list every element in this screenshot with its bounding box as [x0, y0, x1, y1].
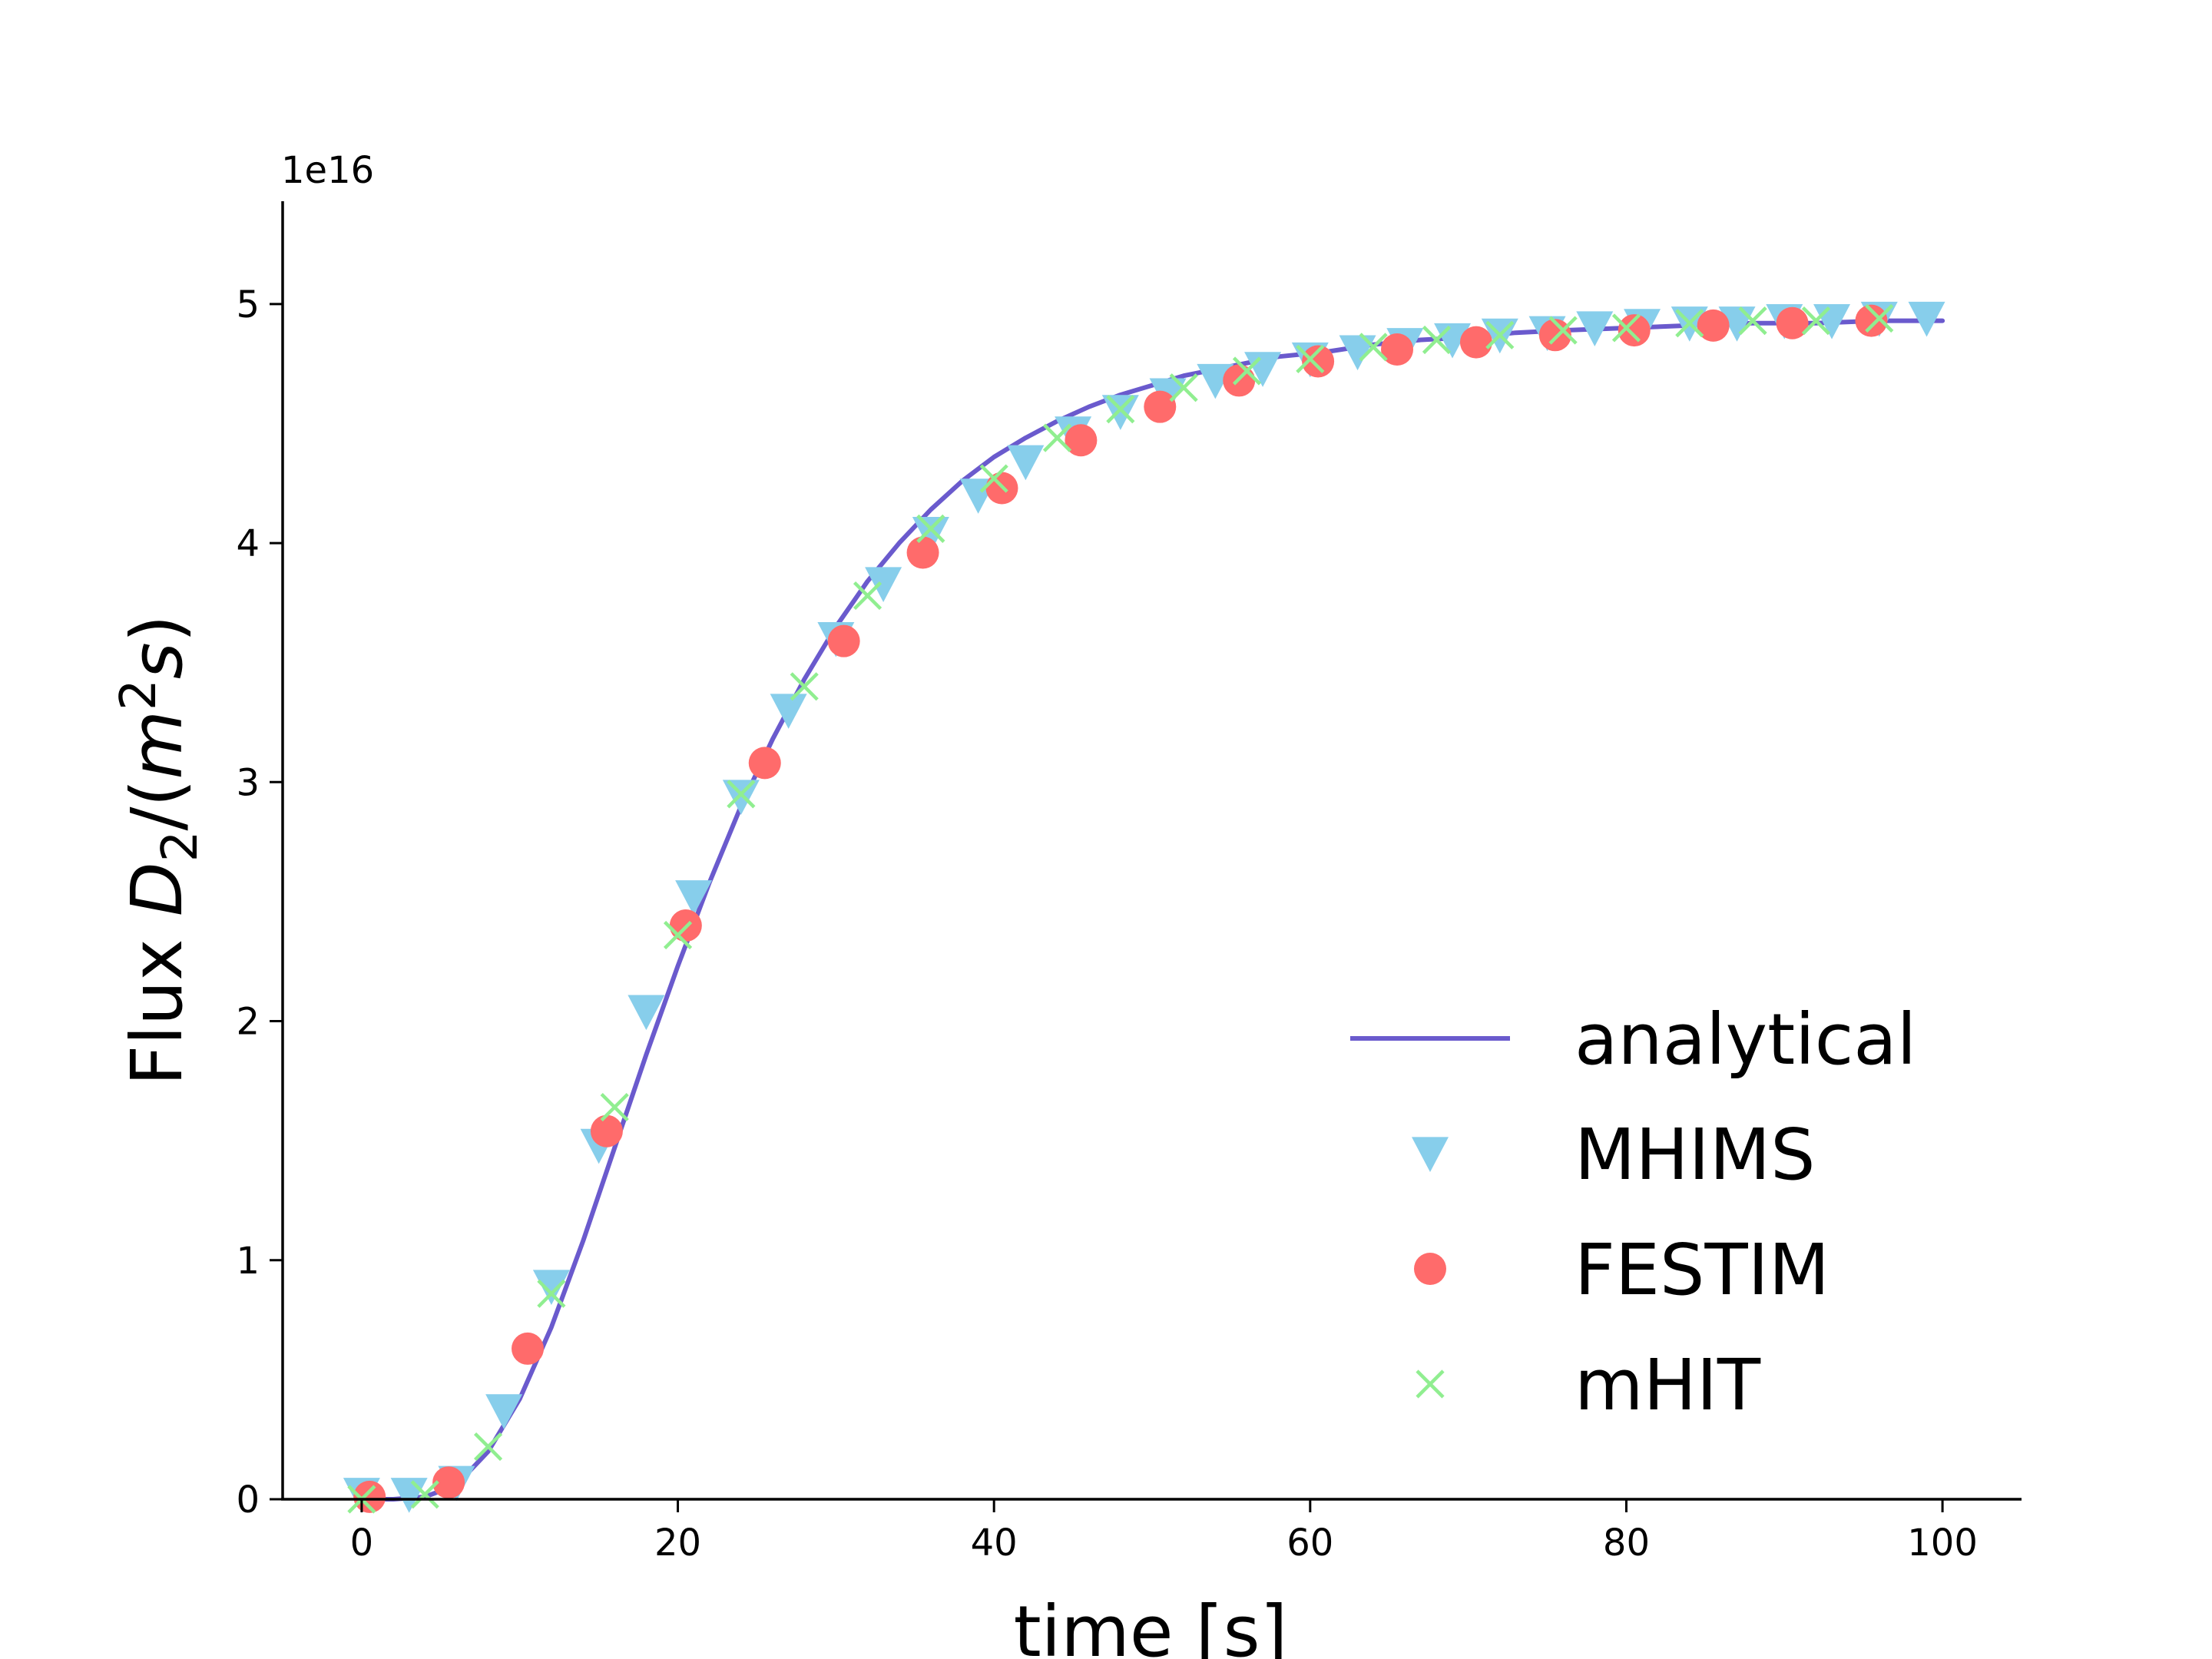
x-axis-label: time [s]	[1014, 1591, 1288, 1659]
data-point-FESTIM	[1538, 319, 1571, 352]
legend-item: analytical	[1350, 998, 1916, 1081]
data-point-MHIMS	[1007, 445, 1045, 481]
series-mHIT	[347, 303, 1894, 1514]
x-tick-label: 60	[1286, 1522, 1333, 1565]
legend-swatch	[1412, 1137, 1449, 1172]
data-point-MHIMS	[485, 1394, 523, 1429]
data-point-FESTIM	[1302, 345, 1335, 378]
data-point-mHIT	[853, 581, 882, 611]
legend-label: analytical	[1575, 998, 1916, 1081]
x-tick-label: 40	[971, 1522, 1018, 1565]
data-point-mHIT	[537, 1279, 566, 1308]
data-point-mHIT	[727, 780, 756, 809]
data-point-MHIMS	[532, 1270, 570, 1306]
data-point-mHIT	[663, 920, 693, 950]
data-point-mHIT	[1548, 316, 1578, 345]
data-point-FESTIM	[827, 624, 860, 657]
data-point-mHIT	[1611, 313, 1641, 343]
legend-item: MHIMS	[1412, 1114, 1815, 1196]
data-point-MHIMS	[1908, 301, 1945, 337]
data-point-MHIMS	[1339, 335, 1376, 371]
data-point-MHIMS	[770, 694, 807, 729]
data-point-FESTIM	[1618, 314, 1651, 347]
data-point-mHIT	[1865, 303, 1894, 333]
data-point-MHIMS	[675, 880, 713, 916]
data-point-FESTIM	[1459, 326, 1492, 359]
data-point-mHIT	[600, 1092, 629, 1122]
data-point-FESTIM	[1065, 424, 1098, 457]
x-tick-label: 80	[1603, 1522, 1650, 1565]
y-offset-text: 1e16	[281, 149, 374, 192]
data-point-MHIMS	[912, 517, 949, 552]
legend-label: mHIT	[1575, 1344, 1761, 1426]
data-point-FESTIM	[432, 1466, 465, 1499]
data-point-FESTIM	[1697, 309, 1730, 342]
y-tick-label: 0	[236, 1479, 260, 1522]
data-point-FESTIM	[590, 1114, 623, 1147]
data-point-FESTIM	[1855, 304, 1888, 337]
y-tick-label: 2	[236, 1001, 260, 1044]
data-point-mHIT	[1232, 356, 1262, 386]
data-point-mHIT	[1675, 309, 1704, 338]
data-point-FESTIM	[1381, 333, 1414, 366]
x-tick-label: 100	[1907, 1522, 1978, 1565]
y-ticks: 0 1 2 3 4 5	[236, 283, 283, 1522]
y-axis-label: Flux D2/(m2s)	[111, 614, 209, 1085]
y-tick-label: 5	[236, 283, 260, 326]
data-point-mHIT	[410, 1480, 439, 1509]
legend-label: MHIMS	[1575, 1114, 1815, 1196]
data-point-mHIT	[1106, 395, 1135, 424]
legend-swatch	[1416, 1369, 1445, 1399]
data-point-mHIT	[1296, 344, 1325, 374]
data-point-MHIMS	[628, 995, 665, 1031]
data-point-mHIT	[916, 514, 945, 543]
data-point-FESTIM	[906, 536, 939, 569]
data-point-mHIT	[1485, 320, 1515, 349]
legend-item: FESTIM	[1414, 1229, 1830, 1311]
data-point-FESTIM	[1144, 390, 1177, 423]
y-tick-label: 4	[236, 522, 260, 565]
x-ticks: 0 20 40 60 80 100	[350, 1499, 1978, 1565]
legend-label: FESTIM	[1575, 1229, 1830, 1311]
data-point-FESTIM	[1776, 306, 1809, 339]
data-point-mHIT	[1042, 423, 1072, 452]
data-point-MHIMS	[1244, 352, 1282, 387]
data-point-mHIT	[1801, 306, 1831, 336]
y-tick-label: 1	[236, 1240, 260, 1283]
data-point-MHIMS	[1197, 363, 1234, 399]
y-tick-label: 3	[236, 761, 260, 804]
series-MHIMS	[343, 301, 1945, 1513]
data-point-FESTIM	[748, 747, 781, 780]
legend-swatch	[1414, 1253, 1446, 1285]
data-point-mHIT	[1169, 373, 1198, 402]
data-point-MHIMS	[1576, 311, 1614, 346]
x-tick-label: 20	[654, 1522, 701, 1565]
data-point-mHIT	[790, 672, 819, 701]
data-point-FESTIM	[512, 1332, 545, 1365]
series-line-analytical	[359, 318, 1945, 1502]
data-point-mHIT	[979, 464, 1008, 493]
data-point-MHIMS	[722, 780, 760, 815]
series-FESTIM	[353, 304, 1888, 1513]
series-layer	[343, 301, 1945, 1514]
data-point-mHIT	[1359, 333, 1388, 362]
data-point-MHIMS	[865, 567, 902, 602]
legend: analytical MHIMS FESTIM mHIT	[1350, 998, 1916, 1426]
data-point-mHIT	[473, 1432, 503, 1462]
data-point-mHIT	[1738, 306, 1767, 336]
data-point-mHIT	[1422, 325, 1452, 355]
data-point-MHIMS	[1101, 395, 1139, 430]
x-tick-label: 0	[350, 1522, 374, 1565]
legend-item: mHIT	[1416, 1344, 1761, 1426]
